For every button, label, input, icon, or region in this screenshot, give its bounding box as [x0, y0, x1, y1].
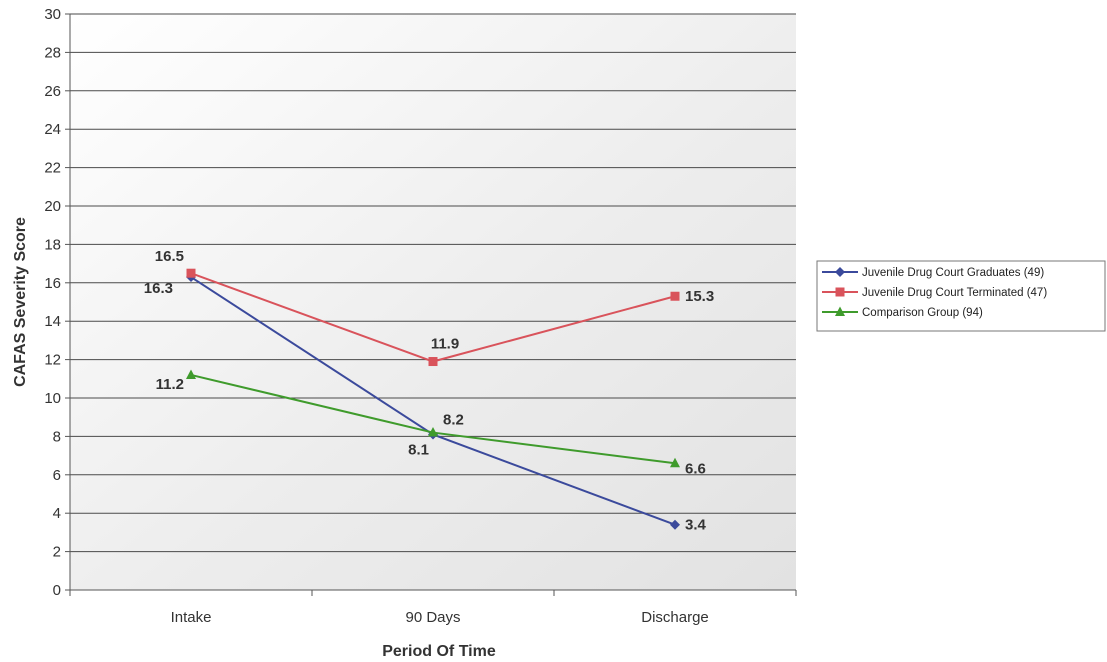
- y-tick-label: 10: [44, 390, 61, 407]
- y-tick-label: 26: [44, 83, 61, 100]
- y-tick-label: 8: [53, 428, 61, 445]
- y-tick-label: 2: [53, 544, 61, 561]
- y-axis-title: CAFAS Severity Score: [12, 217, 29, 387]
- data-label: 6.6: [685, 460, 706, 477]
- data-label: 11.9: [431, 336, 459, 353]
- y-tick-label: 18: [44, 236, 61, 253]
- y-tick-label: 24: [44, 121, 61, 138]
- data-point: [428, 427, 438, 437]
- legend-marker: [835, 287, 845, 297]
- plot-area: [70, 14, 796, 590]
- series-2: [186, 369, 680, 468]
- data-labels: 16.3 8.1 3.4 16.5 11.9 15.3 11.2 8.2 6.6: [144, 248, 714, 534]
- legend-label: Juvenile Drug Court Terminated (47): [862, 287, 1047, 299]
- data-label: 3.4: [685, 517, 707, 534]
- data-point: [186, 268, 196, 278]
- series-layer: [186, 268, 680, 530]
- data-label: 11.2: [156, 376, 184, 393]
- y-tick-label: 0: [53, 582, 61, 599]
- data-label: 16.5: [155, 248, 184, 265]
- data-label: 8.2: [443, 412, 464, 429]
- legend-label: Juvenile Drug Court Graduates (49): [862, 267, 1044, 279]
- legend-entry: Comparison Group (94): [822, 306, 983, 319]
- x-tick-label: Discharge: [641, 609, 709, 626]
- legend: Juvenile Drug Court Graduates (49) Juveni…: [816, 260, 1106, 332]
- x-axis-title: Period Of Time: [382, 643, 496, 660]
- y-tick-label: 28: [44, 44, 61, 61]
- legend-box: [816, 260, 1106, 332]
- data-label: 8.1: [408, 441, 429, 458]
- x-tick-label: Intake: [171, 609, 212, 626]
- y-tick-label: 30: [44, 6, 61, 23]
- y-tick-label: 16: [44, 275, 61, 292]
- gridlines: [70, 13, 796, 553]
- data-point: [186, 369, 196, 379]
- y-tick-label: 22: [44, 160, 61, 177]
- data-point: [670, 291, 680, 301]
- y-tick-label: 14: [44, 313, 61, 330]
- y-tick-label: 12: [44, 352, 61, 369]
- data-point: [670, 519, 680, 530]
- y-tick-label: 6: [53, 467, 61, 484]
- legend-label: Comparison Group (94): [862, 307, 983, 319]
- x-axis-ticks: Intake 90 Days Discharge: [69, 590, 797, 626]
- data-point: [670, 457, 680, 468]
- legend-entry: Juvenile Drug Court Terminated (47): [822, 287, 1047, 299]
- data-point: [428, 357, 438, 367]
- legend-entry: Juvenile Drug Court Graduates (49): [822, 267, 1044, 279]
- x-tick-label: 90 Days: [405, 609, 460, 626]
- y-tick-label: 4: [53, 505, 61, 522]
- data-label: 16.3: [144, 280, 173, 297]
- y-tick-label: 20: [44, 198, 61, 215]
- legend-marker: [835, 267, 845, 277]
- legend-items: Juvenile Drug Court Graduates (49) Juveni…: [822, 267, 1047, 319]
- series-1: [186, 268, 680, 367]
- data-label: 15.3: [685, 288, 714, 305]
- legend-marker: [835, 306, 845, 316]
